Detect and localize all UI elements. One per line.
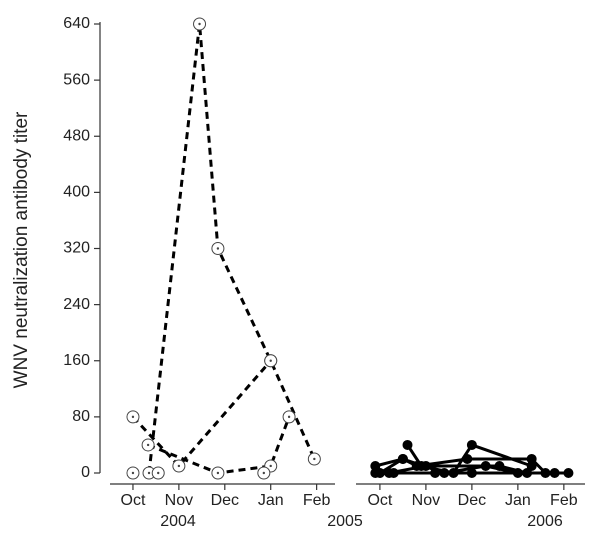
series-line [131,359,272,469]
data-point [420,460,431,471]
y-axis-label: WNV neutralization antibody titer [11,111,32,388]
x-tick-label: Oct [367,492,392,509]
point-dot [216,471,220,475]
year-label: 2006 [527,513,563,530]
data-point [388,468,399,478]
point-dot [146,443,150,447]
data-point [466,468,477,478]
year-label: 2005 [327,513,363,530]
point-dot [269,464,272,468]
point-dot [131,471,135,475]
x-tick-label: Jan [505,492,531,509]
point-dot [287,415,291,419]
y-tick-label: 640 [63,15,90,32]
x-tick-label: Dec [211,492,239,509]
point-dot [177,464,181,468]
series-line [147,416,291,475]
x-tick-label: Feb [303,492,331,509]
y-tick-label: 320 [63,240,90,257]
data-point [526,453,537,464]
data-point [397,453,408,464]
data-point [462,453,473,464]
data-point [370,468,381,478]
data-point [563,468,574,478]
point-dot [147,471,151,475]
data-point [430,468,441,478]
x-tick-label: Nov [165,492,193,509]
y-tick-label: 240 [63,296,90,313]
x-tick-label: Feb [550,492,578,509]
x-tick-label: Oct [121,492,146,509]
y-tick-label: 0 [81,464,90,481]
y-tick-label: 400 [63,184,90,201]
y-tick-label: 80 [72,408,90,425]
y-tick-label: 160 [63,352,90,369]
point-dot [262,471,266,475]
point-dot [216,247,220,250]
point-dot [131,415,135,419]
data-point [494,460,505,471]
x-tick-label: Nov [412,492,440,509]
x-tick-label: Dec [458,492,486,509]
x-tick-label: Jan [258,492,284,509]
year-label: 2004 [160,513,196,530]
y-tick-label: 480 [63,127,90,144]
point-dot [269,359,272,362]
point-dot [198,22,201,26]
point-dot [157,471,160,475]
data-point [402,439,413,450]
y-tick-label: 560 [63,71,90,88]
data-point [466,439,477,450]
point-dot [313,457,316,461]
